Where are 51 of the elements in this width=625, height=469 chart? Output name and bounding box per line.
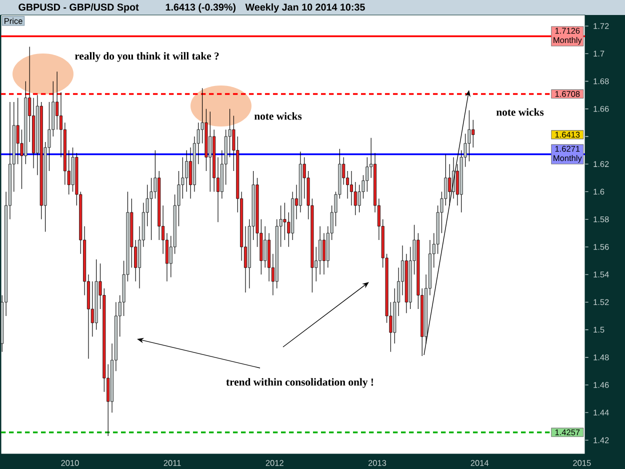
candlestick xyxy=(350,170,353,206)
y-tick-label: 1.56 xyxy=(594,244,609,250)
x-tick-label: 2013 xyxy=(368,460,386,466)
candlestick xyxy=(208,111,212,192)
y-tick-label: 1.7 xyxy=(594,50,604,56)
candlestick xyxy=(150,178,153,240)
annotation: note wicks xyxy=(496,108,544,116)
annotation: Price xyxy=(4,18,22,24)
candlestick xyxy=(56,71,59,130)
candlestick xyxy=(472,120,475,148)
chart-title: GBPUSD - GBP/USD Spot xyxy=(18,3,139,13)
candlestick xyxy=(358,184,361,213)
x-tick-label: 2010 xyxy=(61,460,79,466)
x-tick-label: 2014 xyxy=(470,460,489,466)
ref-line-label: 1.6271 Monthly xyxy=(554,146,582,163)
y-tick-label: 1.6 xyxy=(594,188,604,195)
y-tick-label: 1.58 xyxy=(594,216,609,222)
candlestick xyxy=(468,110,471,162)
candlestick xyxy=(16,98,20,164)
chart-subtitle: 1.6413 (-0.39%) xyxy=(166,3,236,13)
annotation: note wicks xyxy=(254,112,302,120)
y-tick-label: 1.42 xyxy=(594,437,609,444)
text: Weekly Jan 10 2014 10:35 xyxy=(245,3,365,13)
candlestick xyxy=(318,226,322,275)
annotation: 1.6413 xyxy=(555,132,580,138)
x-tick-label: 2011 xyxy=(164,460,181,466)
annotation: really do you think it will take ? xyxy=(74,52,219,62)
y-tick-label: 1.48 xyxy=(594,354,609,360)
y-tick-label: 1.62 xyxy=(594,161,609,168)
y-tick-label: 1.52 xyxy=(594,299,609,306)
y-tick-label: 1.68 xyxy=(594,78,609,84)
x-tick-label: 2015 xyxy=(573,460,591,466)
y-tick-label: 1.66 xyxy=(594,106,609,112)
candlestick xyxy=(90,281,94,337)
y-tick-label: 1.5 xyxy=(594,326,604,333)
y-tick-label: 1.46 xyxy=(594,382,609,388)
y-tick-label: 1.54 xyxy=(594,272,609,278)
candlestick xyxy=(354,182,357,216)
candlestick xyxy=(264,226,267,268)
candlestick xyxy=(189,147,192,199)
ref-line-label: 1.7126 Monthly xyxy=(554,28,582,45)
y-tick-label: 1.44 xyxy=(594,410,609,416)
candlestick xyxy=(185,150,188,192)
ref-line-label: 1.4257 xyxy=(555,429,580,436)
candlestick xyxy=(366,156,369,192)
annotation: trend within consolidation only ! xyxy=(226,378,374,388)
candlestick xyxy=(283,202,286,240)
candlestick xyxy=(322,232,326,275)
ref-line-label: 1.6708 xyxy=(555,91,580,97)
y-tick-label: 1.72 xyxy=(594,23,609,29)
x-tick-label: 2012 xyxy=(266,460,284,466)
